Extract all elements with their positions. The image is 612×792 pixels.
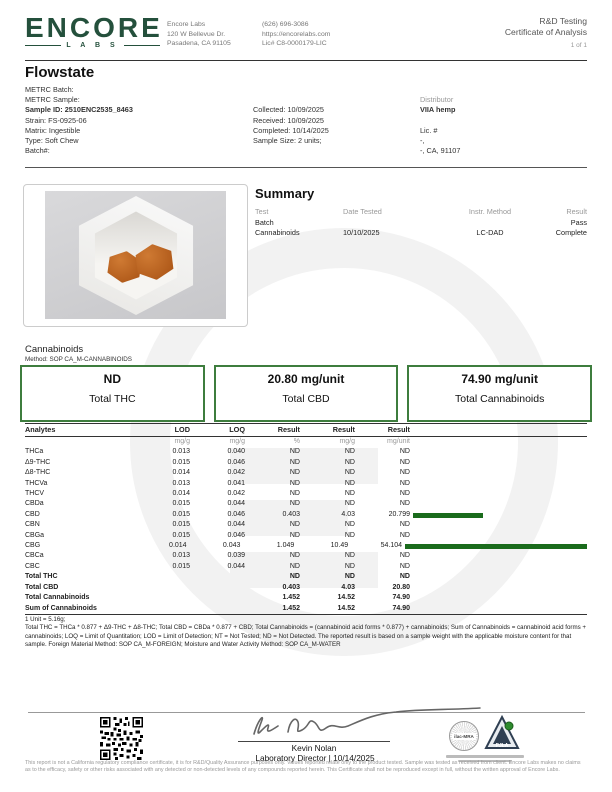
signature: [253, 707, 481, 735]
sample-info-distributor: Distributor VIIA hemp Lic. # -, -, CA, 9110…: [420, 95, 460, 156]
footnote-line: 1 Unit = 5.16g;: [25, 616, 66, 623]
analyte-row: THCVa 0.013 0.041 ND ND ND: [25, 479, 410, 487]
signature-line: [238, 741, 390, 742]
sample-info-line: Lic. #: [420, 125, 438, 135]
lab-address-block: Encore Labs 120 W Bellevue Dr. Pasadena,…: [167, 20, 231, 49]
sample-info-line: Sample Size: 2 units;: [253, 136, 322, 145]
sample-info-left: METRC Batch: METRC Sample: Sample ID: 2510…: [25, 85, 133, 156]
report-title-block: R&D Testing Certificate of Analysis 1 of…: [505, 16, 587, 51]
analyte-row: Δ8-THC 0.014 0.042 ND ND ND: [25, 469, 410, 477]
analyte-row: Δ9-THC 0.015 0.046 ND ND ND: [25, 458, 410, 466]
sample-info-divider: [25, 167, 587, 168]
lab-phone: (626) 696-3086: [262, 21, 309, 28]
watermark-e-bar: [230, 448, 378, 484]
qr-code: [100, 717, 143, 760]
signer-name: Kevin Nolan: [291, 743, 337, 753]
ilac-mra-accreditation-logo: ilac-MRA: [449, 721, 479, 751]
sample-info-line: Strain: FS-0925-06: [25, 115, 87, 125]
total-thc-box: ND Total THC: [20, 365, 205, 422]
analyte-row: Total CBD 0.403 4.03 20.80: [25, 583, 410, 591]
total-cbd-box: 20.80 mg/unit Total CBD: [213, 365, 399, 422]
accreditation-caption: [446, 755, 524, 762]
disclaimer-text: This report is not a California regulato…: [25, 760, 581, 773]
analyte-row: Sum of Cannabinoids 1.452 14.52 74.90: [25, 604, 587, 615]
cannabinoids-section-title: Cannabinoids: [25, 344, 84, 355]
encore-labs-logo: ENCORE L A B S: [25, 12, 163, 49]
analyte-row: CBDa 0.015 0.044 ND ND ND: [25, 500, 410, 508]
footnotes: 1 Unit = 5.16g; Total THC = THCa * 0.877 …: [25, 616, 587, 649]
summary-row: Cannabinoids 10/10/2025 LC-DAD Complete: [255, 228, 587, 238]
sample-info-line: METRC Sample:: [25, 95, 80, 105]
sample-info-line: Type: Soft Chew: [25, 136, 79, 146]
analyte-row: CBGa 0.015 0.046 ND ND ND: [25, 531, 410, 539]
analyte-row: Total Cannabinoids 1.452 14.52 74.90: [25, 594, 410, 602]
footer-divider: [28, 712, 585, 713]
sample-info-line: -,: [420, 136, 425, 145]
sample-photo: [45, 191, 226, 319]
analyte-row: CBC 0.015 0.044 ND ND ND: [25, 562, 410, 570]
cannabinoids-table-header: Analytes LOD LOQ Result Result Result: [25, 423, 587, 437]
sample-info-line: METRC Batch:: [25, 85, 74, 94]
lab-name: Encore Labs: [167, 21, 206, 28]
analyte-row: CBD 0.015 0.046 0.403 4.03 20.799: [25, 510, 587, 520]
analyte-row: THCa 0.013 0.040 ND ND ND: [25, 448, 410, 456]
total-cannabinoids-box: 74.90 mg/unit Total Cannabinoids: [407, 365, 593, 422]
signer-role: Laboratory Director | 10/14/2025: [255, 753, 375, 763]
sample-info-dates: Collected: 10/09/2025 Received: 10/09/202…: [253, 105, 329, 146]
sample-info-line: Matrix: Ingestible: [25, 125, 81, 135]
summary-row: Batch Pass: [255, 217, 587, 227]
sample-info-line: VIIA hemp: [420, 105, 456, 115]
header-divider: [25, 60, 587, 61]
cannabinoid-rows: THCa 0.013 0.040 ND ND ND Δ9-THC 0.015 0.046 ND ND…: [25, 447, 588, 615]
document-title: Certificate of Analysis: [504, 27, 587, 37]
summary-title: Summary: [255, 186, 315, 201]
watermark-e-bar: [230, 500, 348, 536]
watermark-e-bar: [230, 552, 378, 588]
cannabinoids-method: Method: SOP CA_M-CANNABINOIDS: [25, 356, 132, 363]
logo-labs-text: L A B S: [66, 42, 119, 49]
analyte-row: THCV 0.014 0.042 ND ND ND: [25, 490, 410, 498]
analyte-row: CBCa 0.013 0.039 ND ND ND: [25, 552, 410, 560]
sample-photo-frame: [23, 184, 248, 327]
page-number: 1 of 1: [570, 42, 587, 49]
sample-info-line: Collected: 10/09/2025: [253, 105, 324, 115]
footnote-line: Total THC = THCa * 0.877 + Δ9-THC + Δ8-T…: [25, 624, 587, 648]
lab-address-line1: 120 W Bellevue Dr.: [167, 30, 226, 38]
product-name: Flowstate: [25, 64, 95, 81]
svg-text:PJLA: PJLA: [496, 743, 509, 749]
sample-info-line: Completed: 10/14/2025: [253, 125, 329, 135]
lab-address-line2: Pasadena, CA 91105: [167, 40, 231, 47]
sample-info-line: Batch#:: [25, 146, 50, 156]
analyte-row: CBN 0.015 0.044 ND ND ND: [25, 521, 410, 529]
logo-labs-line: L A B S: [25, 42, 160, 49]
sample-info-line: Sample ID: 2510ENC2535_8463: [25, 105, 133, 115]
sample-info-line: Distributor: [420, 95, 454, 105]
cannabinoids-units-row: mg/g mg/g % mg/g mg/unit: [174, 438, 410, 445]
result-bar: [413, 512, 483, 518]
sample-info-line: [420, 116, 460, 126]
summary-table: Test Date Tested Instr. Method Result Ba…: [255, 207, 587, 239]
cannabinoids-table: Analytes LOD LOQ Result Result Result mg…: [25, 423, 588, 615]
lab-contact-block: (626) 696-3086 https://encorelabs.com Li…: [262, 20, 330, 49]
analyte-row: Total THC ND ND ND: [25, 573, 410, 581]
sample-info-line: -, CA, 91107: [420, 146, 461, 156]
summary-header-row: Test Date Tested Instr. Method Result: [255, 207, 587, 216]
lab-license: Lic# C8-0000179-LIC: [262, 40, 327, 47]
sample-info-line: Received: 10/09/2025: [253, 115, 324, 125]
summary-section: Summary Test Date Tested Instr. Method R…: [255, 186, 587, 239]
lab-website: https://encorelabs.com: [262, 30, 331, 38]
report-type: R&D Testing: [539, 16, 587, 26]
pjla-accreditation-logo: PJLA: [484, 714, 520, 749]
result-bar: [405, 543, 588, 549]
result-highlight-boxes: ND Total THC 20.80 mg/unit Total CBD 74.…: [20, 365, 593, 422]
summary-rows: Batch Pass Cannabinoids 10/10/2025 LC-DAD Co…: [255, 218, 587, 239]
logo-wordmark: ENCORE: [25, 12, 163, 43]
analyte-row: CBG 0.014 0.043 1.049 10.49 54.104: [25, 541, 588, 551]
